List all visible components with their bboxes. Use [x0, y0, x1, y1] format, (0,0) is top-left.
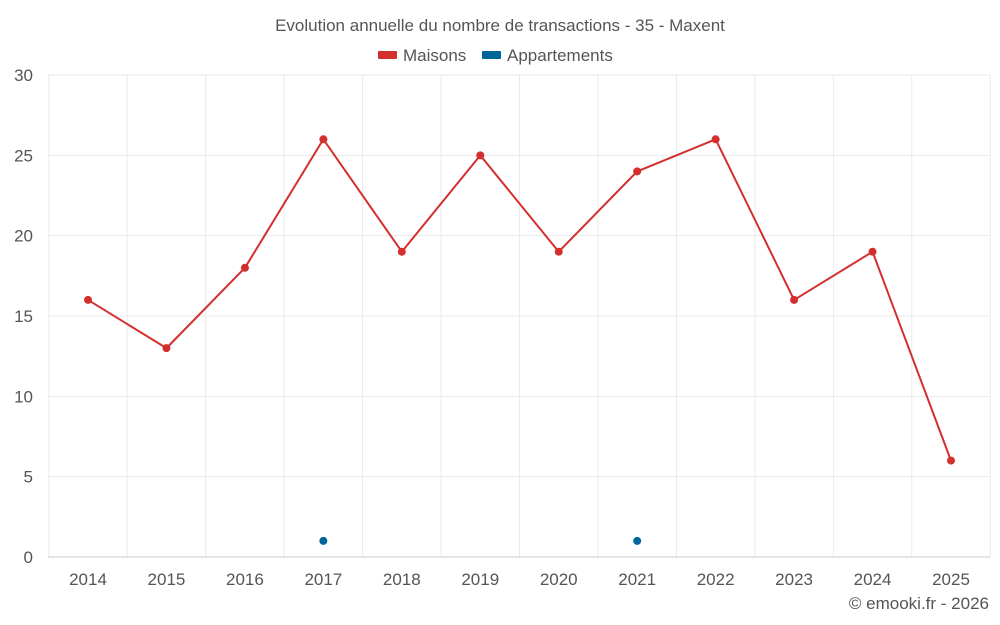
y-tick-label: 15 — [14, 307, 33, 326]
y-tick-label: 10 — [14, 387, 33, 406]
data-point-maisons[interactable] — [947, 456, 955, 465]
data-point-maisons[interactable] — [790, 295, 799, 304]
data-point-appartements[interactable] — [633, 536, 642, 545]
y-tick-label: 20 — [14, 227, 33, 246]
data-point-maisons[interactable] — [397, 247, 406, 256]
x-tick-label: 2018 — [383, 570, 421, 589]
data-point-maisons[interactable] — [554, 247, 563, 256]
data-point-maisons[interactable] — [476, 151, 485, 160]
x-tick-label: 2019 — [461, 570, 499, 589]
data-point-maisons[interactable] — [868, 247, 877, 256]
x-tick-label: 2023 — [775, 570, 813, 589]
data-point-maisons[interactable] — [240, 263, 249, 272]
legend: Maisons Appartements — [378, 46, 613, 65]
grid — [48, 74, 991, 558]
x-tick-label: 2022 — [697, 570, 735, 589]
x-tick-label: 2020 — [540, 570, 578, 589]
x-tick-label: 2025 — [932, 570, 970, 589]
data-point-maisons[interactable] — [319, 135, 328, 144]
x-tick-label: 2017 — [304, 570, 342, 589]
data-point-maisons[interactable] — [633, 167, 642, 176]
series-line-maisons — [87, 138, 952, 461]
y-tick-label: 0 — [24, 548, 33, 567]
data-point-maisons[interactable] — [711, 135, 720, 144]
x-tick-label: 2014 — [69, 570, 107, 589]
x-tick-label: 2015 — [148, 570, 186, 589]
data-point-maisons[interactable] — [162, 344, 171, 353]
chart-title: Evolution annuelle du nombre de transact… — [275, 16, 725, 35]
y-tick-label: 5 — [24, 468, 33, 487]
legend-label-maisons[interactable]: Maisons — [403, 46, 466, 65]
x-tick-label: 2024 — [854, 570, 892, 589]
y-tick-label: 25 — [14, 146, 33, 165]
legend-swatch-maisons[interactable] — [378, 51, 397, 59]
legend-swatch-appartements[interactable] — [482, 51, 501, 59]
x-tick-label: 2016 — [226, 570, 264, 589]
x-axis-ticks: 2014 2015 2016 2017 2018 2019 2020 2021 2022 2023… — [69, 570, 970, 589]
legend-label-appartements[interactable]: Appartements — [507, 46, 613, 65]
data-point-maisons[interactable] — [84, 295, 92, 304]
y-tick-label: 30 — [14, 66, 33, 85]
plot-area — [84, 135, 955, 545]
y-axis-ticks: 0 5 10 15 20 25 30 — [14, 66, 33, 567]
x-tick-label: 2021 — [618, 570, 656, 589]
data-point-appartements[interactable] — [319, 536, 328, 545]
credit-text: © emooki.fr - 2026 — [849, 594, 989, 613]
